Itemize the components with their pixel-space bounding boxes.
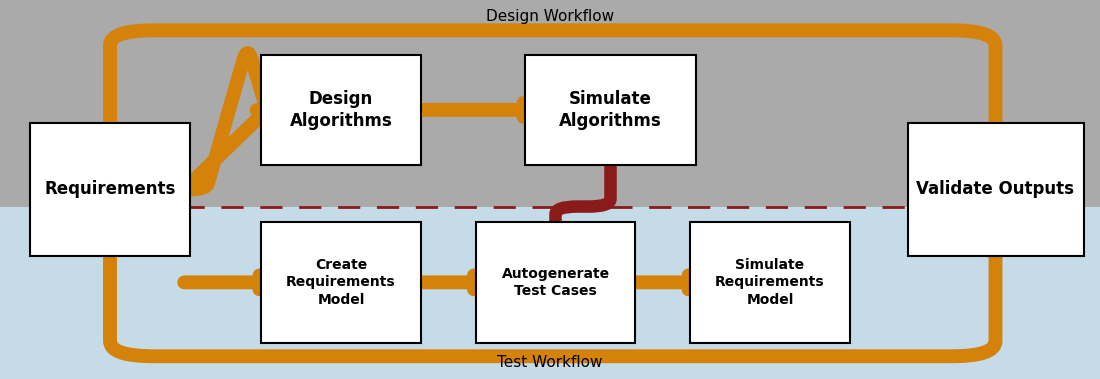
- Text: Design Workflow: Design Workflow: [486, 9, 614, 25]
- Text: Autogenerate
Test Cases: Autogenerate Test Cases: [502, 267, 609, 298]
- Text: Simulate
Algorithms: Simulate Algorithms: [559, 90, 662, 130]
- Text: Validate Outputs: Validate Outputs: [916, 180, 1075, 199]
- FancyBboxPatch shape: [691, 222, 849, 343]
- Text: Test Workflow: Test Workflow: [497, 354, 603, 370]
- FancyBboxPatch shape: [908, 123, 1084, 256]
- Bar: [0, 207, 1100, 379]
- FancyBboxPatch shape: [262, 55, 420, 165]
- Text: Requirements: Requirements: [44, 180, 176, 199]
- Text: Create
Requirements
Model: Create Requirements Model: [286, 258, 396, 307]
- FancyBboxPatch shape: [262, 222, 420, 343]
- Text: Simulate
Requirements
Model: Simulate Requirements Model: [715, 258, 825, 307]
- FancyBboxPatch shape: [526, 55, 696, 165]
- Bar: [0, 0, 1100, 207]
- FancyBboxPatch shape: [31, 123, 190, 256]
- FancyBboxPatch shape: [475, 222, 636, 343]
- Text: Design
Algorithms: Design Algorithms: [289, 90, 393, 130]
